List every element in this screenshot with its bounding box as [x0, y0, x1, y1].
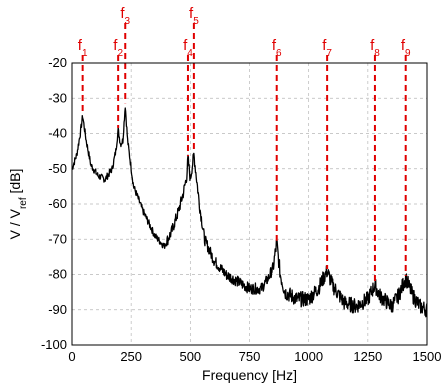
y-tick-label-4: -60	[48, 196, 67, 211]
peak-marker-label-3: f3	[120, 5, 130, 27]
x-tick-label-6: 1500	[413, 349, 442, 364]
y-tick-label-0: -20	[48, 55, 67, 70]
peak-markers: f1 f2 f3 f4 f5 f6 f7 f8 f9	[78, 5, 411, 284]
x-tick-label-4: 1000	[294, 349, 323, 364]
peak-marker-label-1: f1	[78, 37, 88, 59]
x-tick-label-3: 750	[239, 349, 261, 364]
x-tick-label-1: 250	[120, 349, 142, 364]
peak-marker-label-4: f4	[183, 37, 193, 59]
peak-marker-label-5: f5	[189, 5, 199, 27]
y-tick-label-6: -80	[48, 267, 67, 282]
x-tick-label-0: 0	[68, 349, 75, 364]
plot-frame	[71, 62, 428, 346]
y-tick-labels: -20 -30 -40 -50 -60 -70 -80 -90 -100	[41, 55, 67, 352]
peak-marker-label-6: f6	[272, 37, 282, 59]
spectrum-line	[71, 107, 428, 318]
grid	[71, 62, 428, 346]
x-axis-label: Frequency [Hz]	[202, 367, 297, 383]
y-tick-label-2: -40	[48, 126, 67, 141]
x-tick-label-2: 500	[179, 349, 201, 364]
peak-marker-label-7: f7	[322, 37, 332, 59]
y-tick-label-5: -70	[48, 231, 67, 246]
x-tick-labels: 0 250 500 750 1000 1250 1500	[68, 349, 441, 364]
peak-marker-label-9: f9	[401, 37, 411, 59]
y-tick-label-7: -90	[48, 302, 67, 317]
y-tick-label-1: -30	[48, 90, 67, 105]
y-tick-label-8: -100	[41, 337, 67, 352]
y-tick-label-3: -50	[48, 161, 67, 176]
y-axis-label: V / Vref [dB]	[7, 169, 29, 240]
peak-marker-label-8: f8	[370, 37, 380, 59]
peak-marker-label-2: f2	[113, 37, 123, 59]
x-tick-label-5: 1250	[353, 349, 382, 364]
